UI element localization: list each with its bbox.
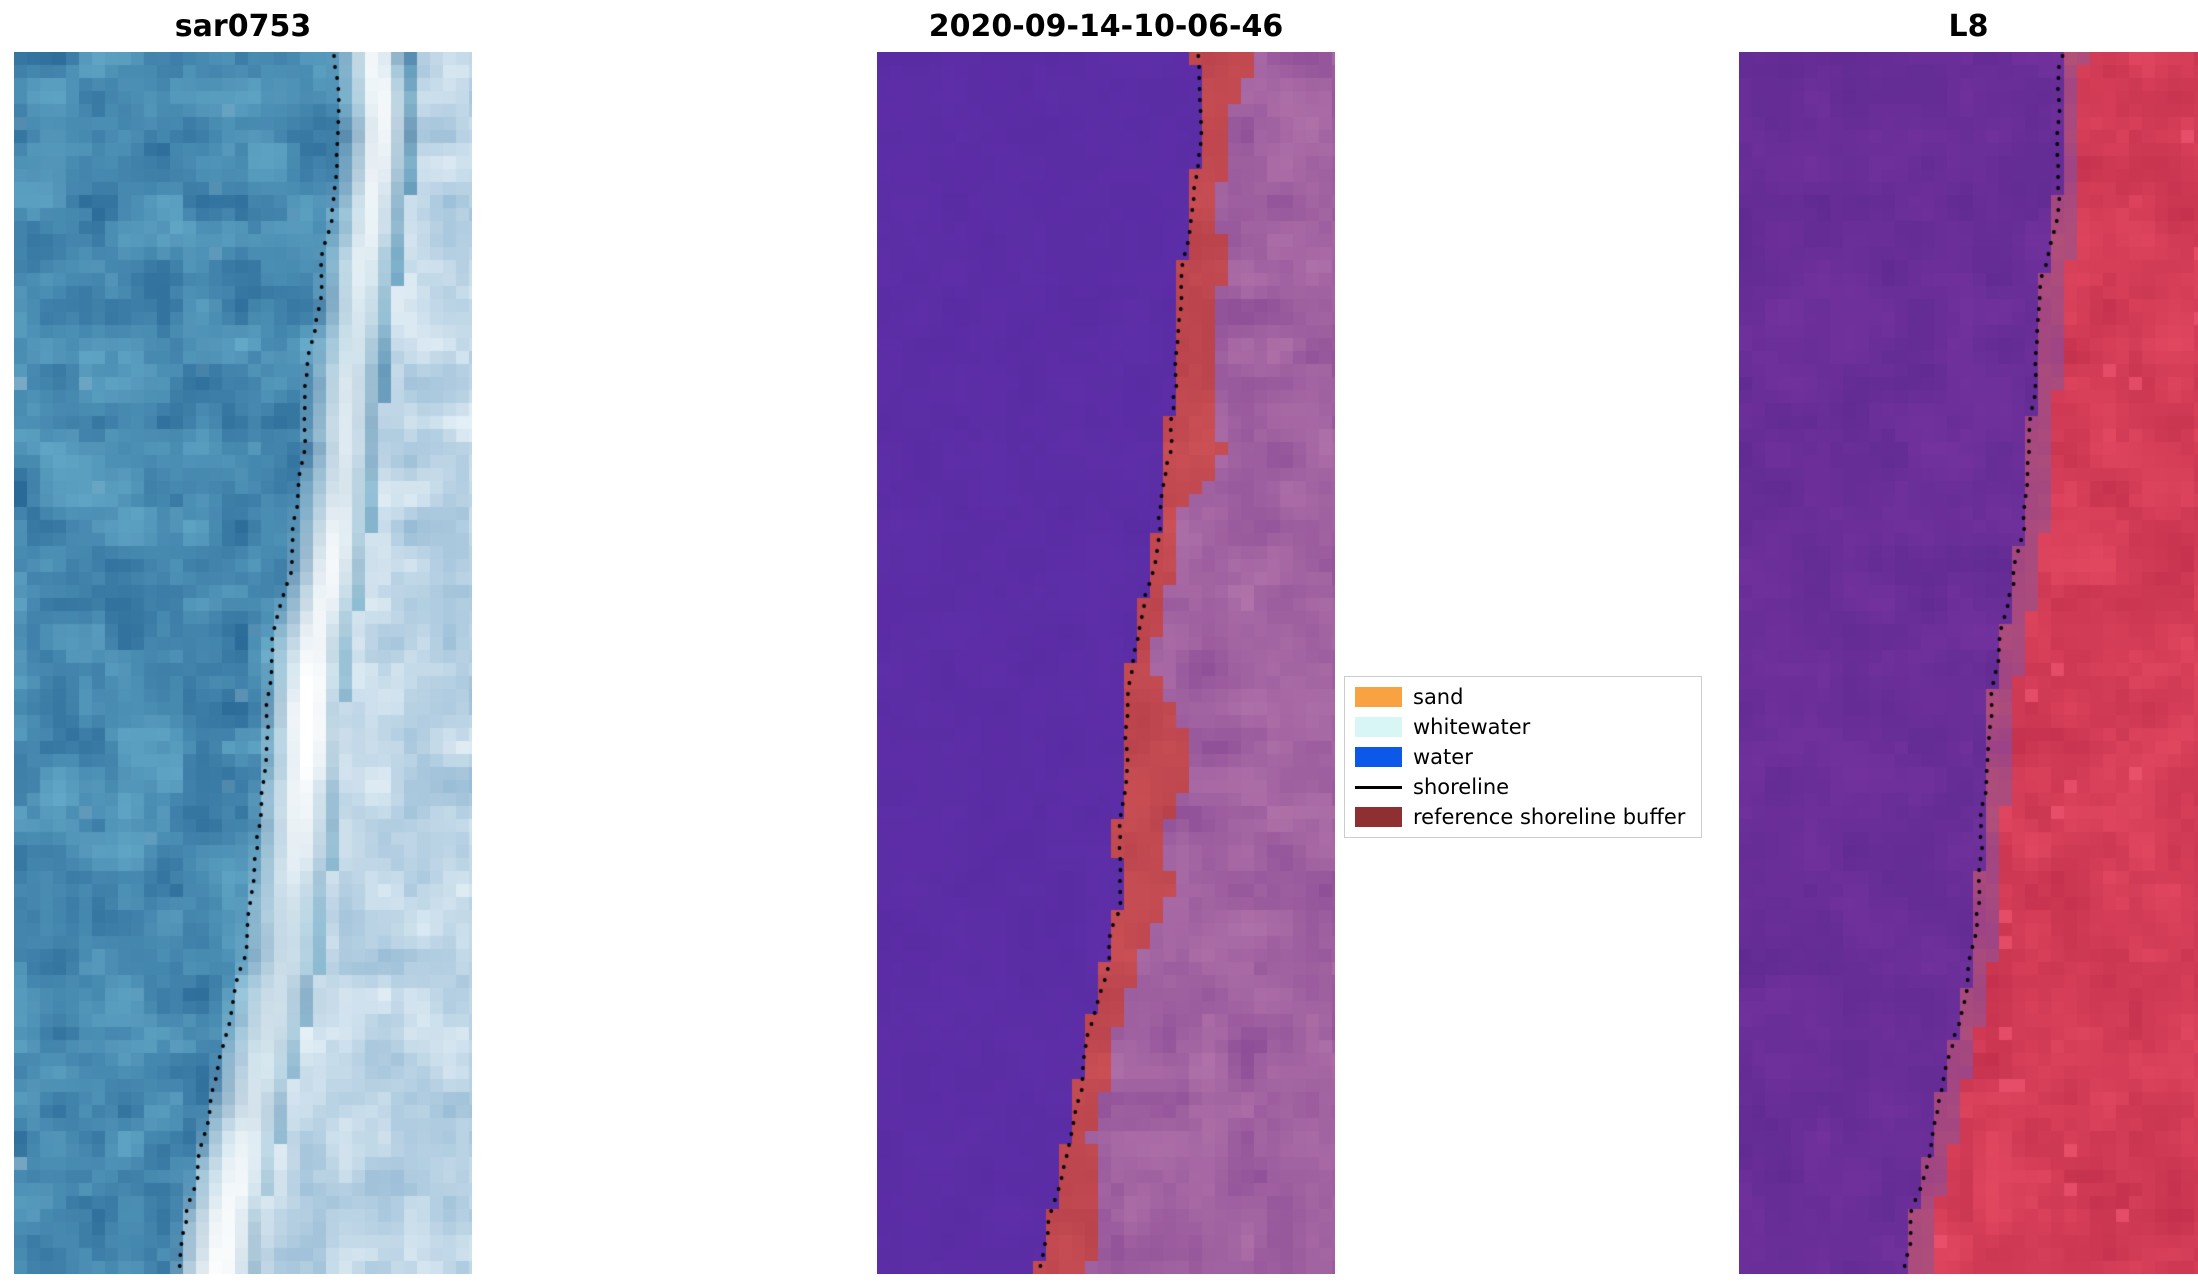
legend-item-whitewater: whitewater — [1355, 712, 1685, 742]
classified-buffer-image — [877, 52, 1335, 1274]
legend-item-label: shoreline — [1413, 775, 1510, 799]
panel-title-sar0753: sar0753 — [174, 9, 312, 44]
legend-item-reference-shoreline-buffer: reference shoreline buffer — [1355, 802, 1685, 832]
legend-item-sand: sand — [1355, 682, 1685, 712]
panel-title-date: 2020-09-14-10-06-46 — [928, 9, 1284, 44]
legend-item-label: water — [1413, 745, 1473, 769]
whitewater-swatch — [1355, 717, 1402, 737]
legend: sand whitewater water shoreline referenc… — [1344, 676, 1703, 838]
l8-image — [1739, 52, 2198, 1274]
legend-item-shoreline: shoreline — [1355, 772, 1685, 802]
shoreline-line-swatch — [1355, 785, 1402, 789]
legend-item-water: water — [1355, 742, 1685, 772]
sand-swatch — [1355, 687, 1402, 707]
sar0753-image — [14, 52, 472, 1274]
water-swatch — [1355, 747, 1402, 767]
legend-item-label: reference shoreline buffer — [1413, 805, 1686, 829]
legend-item-label: sand — [1413, 685, 1464, 709]
panel-title-l8: L8 — [1948, 9, 1989, 44]
legend-item-label: whitewater — [1413, 715, 1531, 739]
reference-shoreline-buffer-swatch — [1355, 807, 1402, 827]
